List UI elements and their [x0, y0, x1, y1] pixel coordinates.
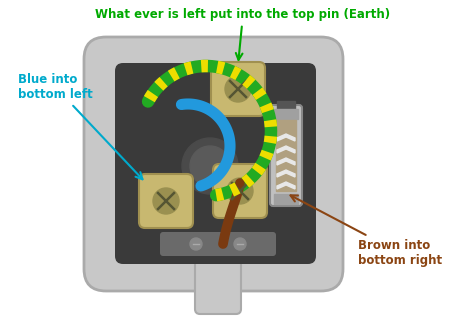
- Circle shape: [227, 178, 253, 204]
- FancyBboxPatch shape: [115, 63, 316, 264]
- FancyBboxPatch shape: [160, 232, 276, 256]
- FancyBboxPatch shape: [139, 174, 193, 228]
- Polygon shape: [277, 146, 295, 153]
- Circle shape: [190, 146, 230, 186]
- FancyBboxPatch shape: [84, 37, 343, 291]
- Text: Brown into
bottom right: Brown into bottom right: [291, 195, 442, 267]
- Circle shape: [225, 76, 251, 102]
- Circle shape: [153, 188, 179, 214]
- Text: Blue into
bottom left: Blue into bottom left: [18, 73, 143, 179]
- Circle shape: [182, 138, 238, 194]
- Polygon shape: [277, 134, 295, 141]
- Bar: [277, 101, 295, 109]
- FancyBboxPatch shape: [270, 105, 302, 206]
- Text: What ever is left put into the top pin (Earth): What ever is left put into the top pin (…: [95, 8, 391, 60]
- Bar: [274, 194, 298, 204]
- Polygon shape: [277, 182, 295, 189]
- FancyBboxPatch shape: [195, 252, 241, 314]
- FancyBboxPatch shape: [211, 62, 265, 116]
- Polygon shape: [277, 158, 295, 165]
- Circle shape: [190, 238, 202, 250]
- Polygon shape: [277, 170, 295, 177]
- Bar: [276, 120, 296, 191]
- Bar: [274, 109, 298, 119]
- Circle shape: [234, 238, 246, 250]
- FancyBboxPatch shape: [213, 164, 267, 218]
